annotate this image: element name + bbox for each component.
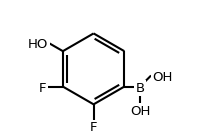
Text: OH: OH <box>152 71 173 83</box>
Text: HO: HO <box>28 38 49 51</box>
Text: F: F <box>90 121 97 134</box>
Text: OH: OH <box>130 104 150 118</box>
Text: B: B <box>135 82 145 95</box>
Text: F: F <box>39 82 47 95</box>
